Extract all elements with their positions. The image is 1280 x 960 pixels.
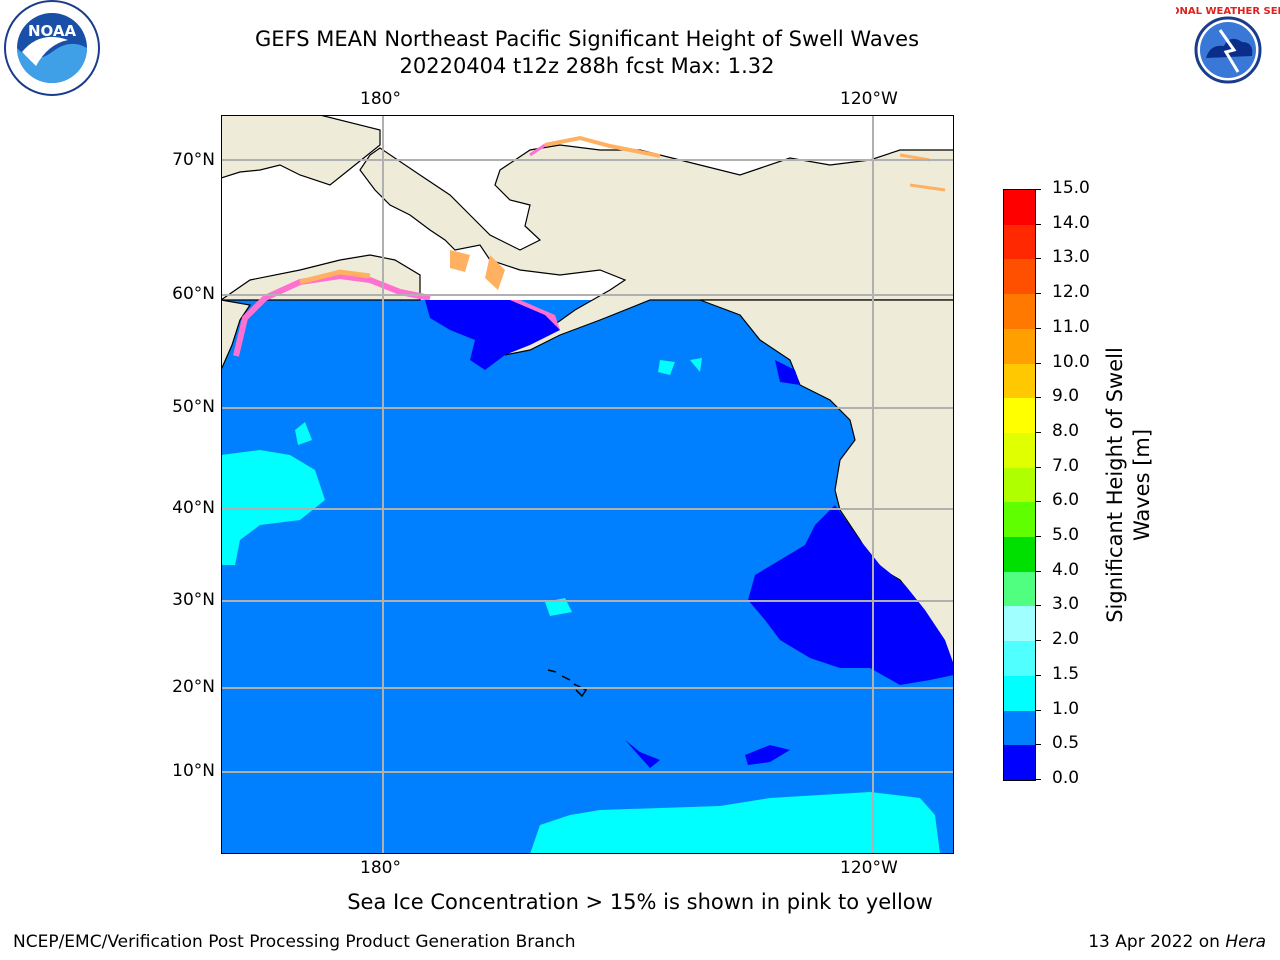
lon-label-180-bottom: 180°: [360, 858, 401, 878]
credit-line: NCEP/EMC/Verification Post Processing Pr…: [13, 932, 576, 952]
colorbar-tick-label: 0.0: [1052, 768, 1080, 788]
colorbar-segment: [1004, 190, 1035, 226]
colorbar-tick-mark: [1035, 709, 1041, 711]
colorbar-tick-mark: [1035, 674, 1041, 676]
colorbar-segment: [1004, 710, 1035, 746]
colorbar-tick-mark: [1035, 327, 1041, 329]
colorbar-segment: [1004, 745, 1035, 781]
colorbar-tick-label: 15.0: [1052, 178, 1090, 198]
colorbar-segment: [1004, 641, 1035, 677]
low-swell-bering: [425, 300, 560, 370]
colorbar-tick-mark: [1035, 431, 1041, 433]
colorbar-segment: [1004, 675, 1035, 712]
date-stamp: 13 Apr 2022 on Hera: [1088, 932, 1266, 952]
colorbar-tick-mark: [1035, 223, 1041, 225]
lon-label-180-top: 180°: [360, 89, 401, 109]
sea-ice-footnote: Sea Ice Concentration > 15% is shown in …: [347, 890, 933, 914]
colorbar-tick-mark: [1035, 570, 1041, 572]
colorbar-segment: [1004, 432, 1035, 469]
lon-label-120w-top: 120°W: [840, 89, 898, 109]
colorbar-tick-label: 12.0: [1052, 282, 1090, 303]
date-host: Hera: [1225, 932, 1266, 952]
cyan-swell-south: [530, 792, 940, 854]
map-subtitle: 20220404 t12z 288h fcst Max: 1.32: [399, 54, 775, 78]
colorbar-tick-mark: [1035, 536, 1041, 538]
colorbar-tick-label: 7.0: [1052, 455, 1080, 476]
colorbar-segment: [1004, 502, 1035, 538]
colorbar-segment: [1004, 328, 1035, 365]
colorbar-tick-mark: [1035, 501, 1041, 503]
colorbar-tick-label: 3.0: [1052, 594, 1080, 615]
cyan-swell-west: [221, 450, 325, 565]
colorbar-tick-mark: [1035, 397, 1041, 399]
colorbar-segment: [1004, 606, 1035, 642]
colorbar-tick-mark: [1035, 744, 1041, 746]
colorbar-tick-label: 14.0: [1052, 212, 1090, 233]
lat-label-50n: 50°N: [172, 397, 215, 417]
lon-label-120w-bottom: 120°W: [840, 858, 898, 878]
colorbar-tick-mark: [1035, 605, 1041, 607]
lat-label-20n: 20°N: [172, 677, 215, 697]
colorbar-tick-label: 13.0: [1052, 247, 1090, 268]
colorbar-tick-mark: [1035, 189, 1041, 190]
colorbar-tick-mark: [1035, 779, 1041, 780]
colorbar-tick-label: 11.0: [1052, 316, 1090, 337]
colorbar-tick-mark: [1035, 640, 1041, 642]
lat-label-10n: 10°N: [172, 761, 215, 781]
colorbar-title: Significant Height of Swell Waves [m]: [1102, 347, 1156, 623]
svg-text:NATIONAL WEATHER SERVICE: NATIONAL WEATHER SERVICE: [1176, 6, 1280, 17]
colorbar-tick-mark: [1035, 466, 1041, 468]
colorbar-tick-label: 0.5: [1052, 733, 1080, 754]
colorbar-title-line2: Waves [m]: [1130, 428, 1154, 542]
colorbar-segment: [1004, 294, 1035, 330]
colorbar-tick-label: 9.0: [1052, 386, 1080, 407]
colorbar-tick-label: 10.0: [1052, 351, 1090, 372]
land-asia: [221, 115, 381, 186]
colorbar-tick-label: 2.0: [1052, 629, 1080, 650]
colorbar-tick-mark: [1035, 258, 1041, 260]
colorbar-segment: [1004, 571, 1035, 607]
date-text: 13 Apr 2022 on: [1088, 932, 1226, 952]
colorbar-segment: [1004, 537, 1035, 573]
lat-label-30n: 30°N: [172, 590, 215, 610]
colorbar-segment: [1004, 224, 1035, 260]
map-panel: [221, 115, 954, 854]
colorbar-tick-label: 8.0: [1052, 420, 1080, 441]
colorbar-tick-label: 1.5: [1052, 663, 1080, 684]
noaa-logo: NOAA: [4, 0, 100, 96]
colorbar-tick-mark: [1035, 362, 1041, 364]
colorbar-title-line1: Significant Height of Swell: [1103, 347, 1127, 623]
colorbar-tick-label: 5.0: [1052, 525, 1080, 546]
colorbar-tick-label: 1.0: [1052, 698, 1080, 719]
map-title: GEFS MEAN Northeast Pacific Significant …: [254, 27, 920, 51]
noaa-logo-text: NOAA: [28, 22, 77, 40]
low-swell-california: [748, 505, 954, 685]
colorbar-segment: [1004, 363, 1035, 399]
nws-logo: NATIONAL WEATHER SERVICE: [1176, 3, 1280, 97]
colorbar: [1003, 189, 1036, 781]
colorbar-segment: [1004, 467, 1035, 503]
colorbar-tick-mark: [1035, 293, 1041, 295]
lat-label-60n: 60°N: [172, 284, 215, 304]
colorbar-tick-label: 4.0: [1052, 559, 1080, 580]
colorbar-tick-label: 6.0: [1052, 490, 1080, 511]
colorbar-segment: [1004, 398, 1035, 434]
graticule: [221, 115, 954, 854]
lat-label-40n: 40°N: [172, 498, 215, 518]
colorbar-segment: [1004, 259, 1035, 295]
lat-label-70n: 70°N: [172, 150, 215, 170]
